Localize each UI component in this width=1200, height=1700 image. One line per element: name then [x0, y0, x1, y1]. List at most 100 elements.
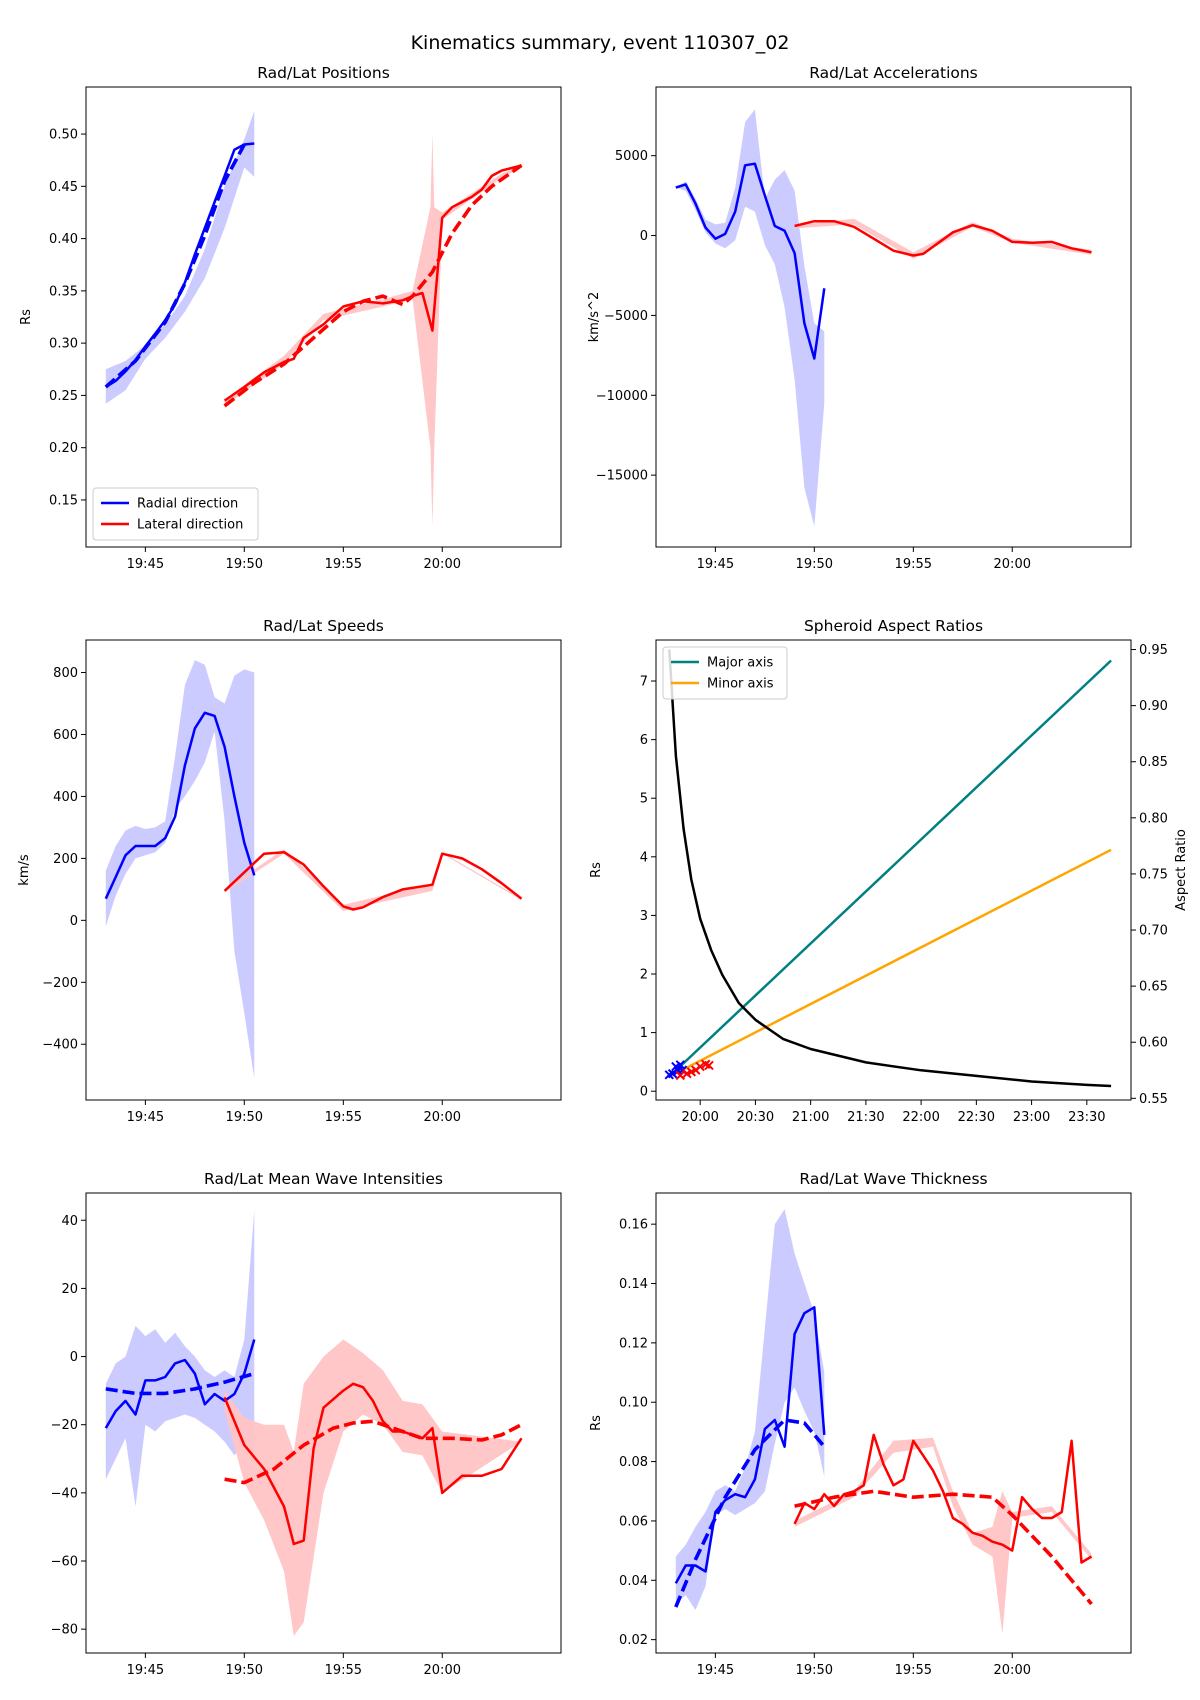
x-tick-label: 19:55 [325, 1110, 362, 1125]
legend: Radial direction Lateral direction [92, 487, 259, 541]
x-tick-label: 19:50 [226, 1110, 263, 1125]
chart-title: Rad/Lat Wave Thickness [799, 1170, 987, 1188]
uncertainty-band-1 [224, 1339, 522, 1636]
y-tick-label: 0.30 [49, 337, 78, 352]
series-line-2 [675, 162, 826, 360]
x-tick-label: 19:45 [697, 557, 734, 572]
series-line-0 [668, 659, 1112, 1078]
series-line-3 [223, 850, 523, 911]
x-tick-label: 23:00 [1013, 1110, 1050, 1125]
x-tick-label: 20:00 [424, 557, 461, 572]
y-tick-label: 5 [640, 792, 648, 807]
y-tick-label: 0 [640, 229, 648, 244]
y-tick-label: 6 [640, 733, 648, 748]
y-tick-label: 200 [53, 852, 78, 867]
x-tick-label: 20:00 [424, 1110, 461, 1125]
y-tick-label: 5000 [615, 149, 648, 164]
y-tick-label: 0.16 [619, 1218, 648, 1233]
uncertainty-band-0 [105, 1210, 255, 1507]
y-right-axis-label: Aspect Ratio [1174, 829, 1189, 911]
y-tick-label: 0.08 [619, 1455, 648, 1470]
x-tick-label: 19:45 [127, 1663, 164, 1678]
plot-area-aspect [664, 649, 1112, 1088]
y-tick-label: 0.50 [49, 128, 78, 143]
x-tick-label: 22:00 [902, 1110, 939, 1125]
y-right-tick-label: 0.70 [1139, 924, 1168, 939]
marker-point [667, 1068, 678, 1079]
x-tick-label: 19:55 [325, 1663, 362, 1678]
y-tick-label: 0.20 [49, 441, 78, 456]
legend-label: Major axis [707, 656, 773, 671]
y-tick-label: 0.04 [619, 1574, 648, 1589]
x-tick-label: 21:00 [792, 1110, 829, 1125]
y-tick-label: 40 [61, 1214, 78, 1229]
y-tick-label: 0.35 [49, 284, 78, 299]
y-tick-label: 0.12 [619, 1336, 648, 1351]
series-line-3 [794, 219, 1092, 257]
y-tick-label: 4 [640, 850, 648, 865]
marker-point [695, 1061, 705, 1072]
axes-frame [85, 639, 562, 1101]
x-tick-label: 19:45 [127, 557, 164, 572]
y-right-tick-label: 0.85 [1139, 755, 1168, 770]
legend: Major axis Minor axis [662, 646, 788, 700]
legend-box [92, 487, 259, 541]
y-right-tick-label: 0.95 [1139, 643, 1168, 658]
x-tick-label: 19:45 [697, 1663, 734, 1678]
x-tick-label: 20:00 [994, 1663, 1031, 1678]
y-tick-label: 0 [70, 914, 78, 929]
fit-line-5 [223, 163, 523, 408]
axes-frame [85, 86, 562, 548]
legend-label: Lateral direction [137, 518, 243, 533]
x-tick-label: 20:30 [737, 1110, 774, 1125]
plot-area-speeds [104, 660, 523, 1079]
series-line-2 [674, 1306, 826, 1584]
y-tick-label: 1 [640, 1026, 648, 1041]
y-tick-label: −400 [42, 1038, 78, 1053]
y-tick-label: −5000 [604, 309, 648, 324]
y-tick-label: 0 [70, 1350, 78, 1365]
marker-point [675, 1060, 686, 1070]
chart-accelerations: Rad/Lat Accelerations 19:45 19:50 19:55 20:0… [587, 64, 1132, 572]
chart-title: Rad/Lat Accelerations [809, 64, 978, 82]
y-tick-label: 0 [640, 1085, 648, 1100]
y-tick-label: 0.40 [49, 232, 78, 247]
x-tick-label: 19:55 [895, 1663, 932, 1678]
y-tick-label: 0.10 [619, 1396, 648, 1411]
y-right-tick-label: 0.55 [1139, 1092, 1168, 1107]
plot-area-positions [104, 111, 523, 527]
y-tick-label: 0.02 [619, 1633, 648, 1648]
uncertainty-band-1 [224, 849, 522, 911]
plot-area-accelerations [675, 109, 1092, 527]
x-tick-label: 21:30 [847, 1110, 884, 1125]
x-tick-label: 19:55 [325, 557, 362, 572]
legend-label: Radial direction [137, 497, 238, 512]
y-tick-label: −200 [42, 976, 78, 991]
marker-point [675, 1070, 686, 1081]
uncertainty-band-0 [105, 660, 255, 1079]
plot-area-thickness [674, 1209, 1093, 1634]
y-tick-label: 20 [61, 1282, 78, 1297]
x-tick-label: 20:00 [424, 1663, 461, 1678]
chart-speeds: Rad/Lat Speeds 19:45 19:50 19:55 20:00 −400 −2… [17, 617, 562, 1125]
fit-line-3 [674, 1418, 826, 1608]
x-tick-label: 23:30 [1068, 1110, 1105, 1125]
y-tick-label: 0.06 [619, 1514, 648, 1529]
y-right-tick-label: 0.65 [1139, 980, 1168, 995]
y-axis-label: Rs [589, 862, 604, 878]
y-axis-label: km/s^2 [587, 292, 602, 343]
chart-positions: Rad/Lat Positions 19:45 19:50 19:55 20:00 0.1… [19, 64, 562, 572]
axes-frame [655, 86, 1132, 548]
legend-box [662, 646, 788, 700]
x-tick-label: 22:30 [958, 1110, 995, 1125]
y-tick-label: 400 [53, 790, 78, 805]
chart-aspect: Spheroid Aspect Ratios 20:00 20:30 21:00 21:… [589, 617, 1189, 1125]
x-tick-label: 19:50 [796, 557, 833, 572]
y-tick-label: −15000 [596, 469, 648, 484]
series-line-2 [104, 711, 256, 900]
series-line-1 [668, 848, 1112, 1078]
chart-thickness: Rad/Lat Wave Thickness 19:45 19:50 19:55 20:… [589, 1170, 1132, 1678]
chart-title: Rad/Lat Positions [257, 64, 390, 82]
series-line-2 [668, 649, 1112, 1088]
y-tick-label: 2 [640, 968, 648, 983]
